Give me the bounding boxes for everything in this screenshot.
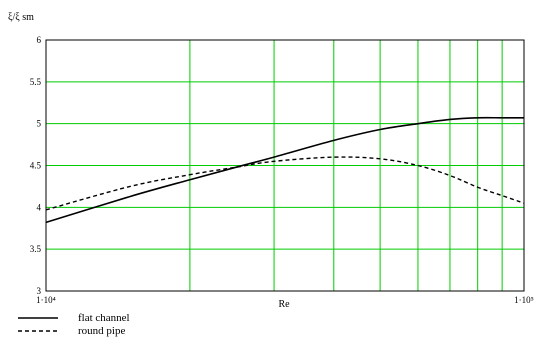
y-tick-label: 4 (37, 202, 42, 212)
series-line-round-pipe (45, 156, 525, 211)
grid (46, 40, 524, 291)
x-axis-label: Re (278, 299, 290, 310)
y-tick-label: 5.5 (30, 77, 42, 87)
plot-frame (45, 39, 525, 292)
series-lines (45, 116, 525, 224)
series-line-flat-channel (45, 116, 524, 224)
y-tick-label: 3 (37, 286, 42, 296)
y-tick-label: 6 (37, 35, 42, 45)
y-axis-label: ξ/ξ sm (8, 12, 34, 23)
y-tick-label: 5 (37, 119, 42, 129)
legend-label-flat-channel: flat channel (78, 312, 130, 324)
legend-label-round-pipe: round pipe (78, 325, 125, 337)
x-tick-label: 1·10⁵ (514, 295, 534, 305)
y-tick-label: 3.5 (30, 244, 42, 254)
x-tick-label: 1·10⁴ (36, 295, 56, 305)
tick-labels: 3 3.5 4 4.5 5 5.5 6 1·10⁴ 1·10⁵ (30, 35, 534, 305)
y-tick-label: 4.5 (30, 161, 42, 171)
legend: flat channel round pipe (18, 312, 130, 337)
